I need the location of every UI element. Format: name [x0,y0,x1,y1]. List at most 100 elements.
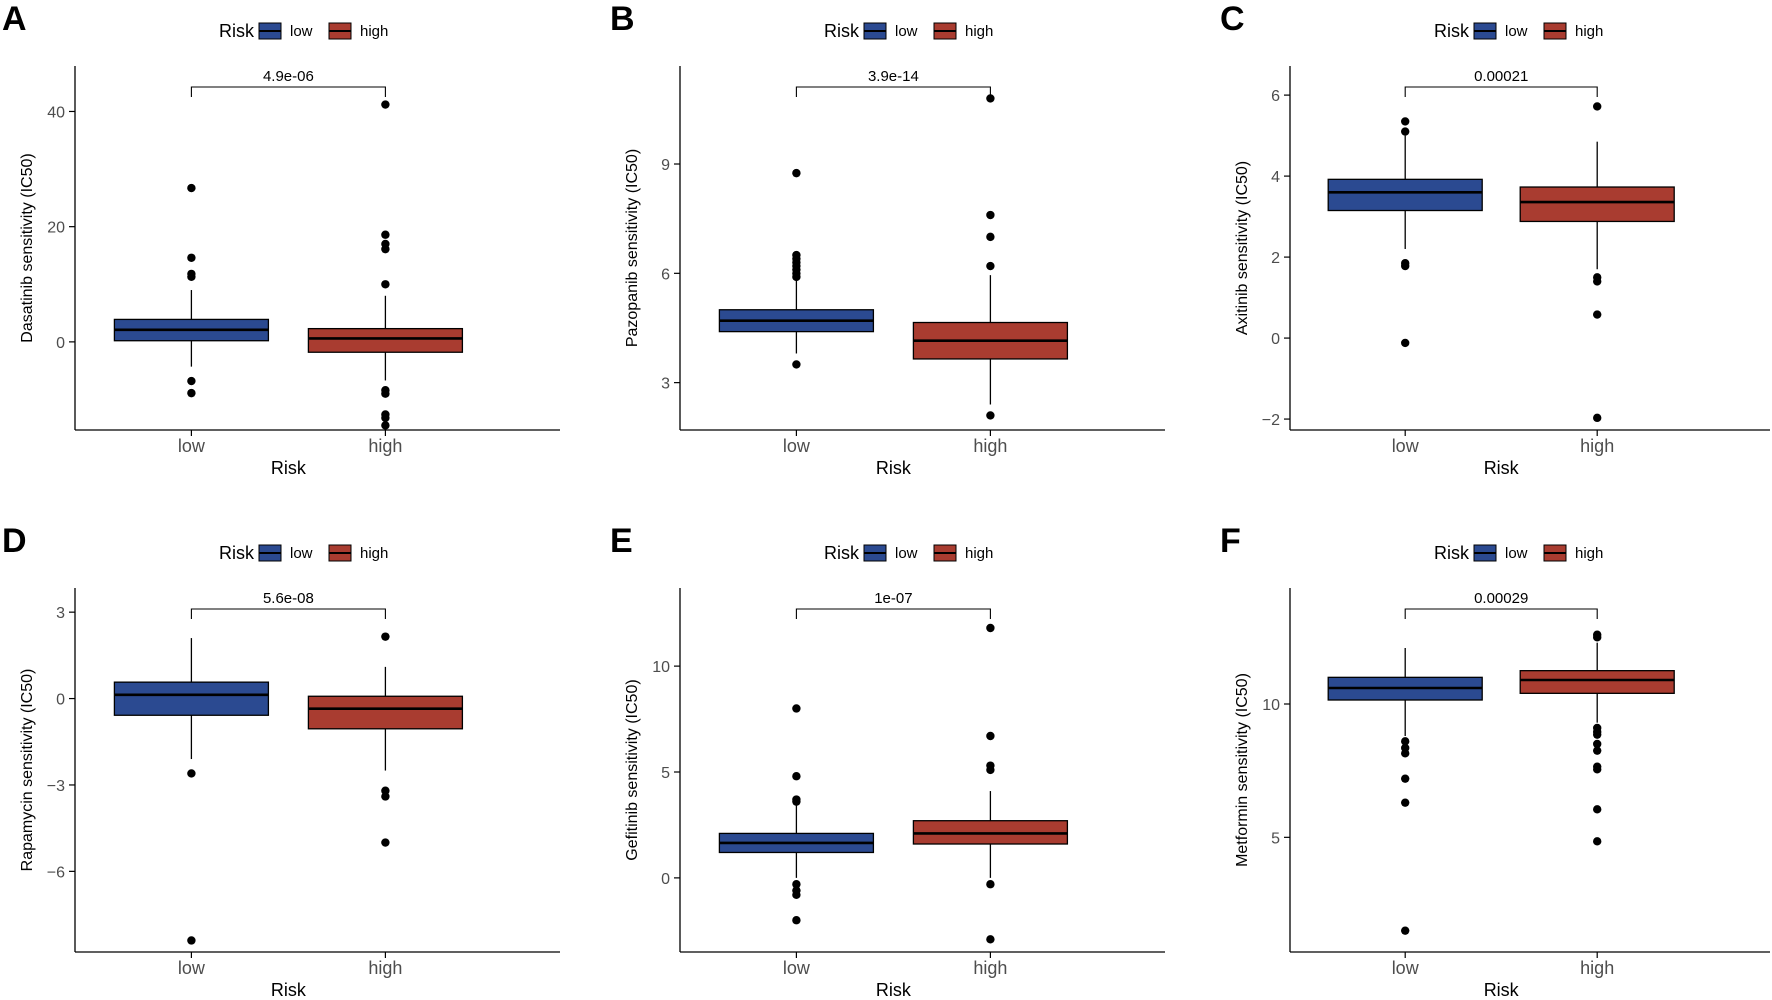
x-tick-label-high: high [368,958,402,978]
y-tick-label: −3 [47,778,65,795]
legend: Risk low high [824,21,993,41]
legend-label-low: low [895,545,918,562]
outlier-point [986,94,995,103]
legend-label-high: high [1575,23,1603,40]
panel-f: F Risk low high 5 10 Metformin sensitivity (IC… [1220,522,1770,1000]
panel-b: B Risk low high 3 6 9 Pazopanib sensitivity (IC… [610,0,1165,478]
panel-label: C [1220,0,1245,38]
outlier-point [1401,774,1410,783]
p-value-label: 3.9e-14 [868,68,919,85]
outlier-point [792,168,801,178]
iqr-box [113,681,270,716]
y-axis-title: Axitinib sensitivity (IC50) [1234,161,1251,335]
outlier-point [792,880,801,889]
outlier-point [986,261,995,271]
outlier-point [1593,765,1602,774]
iqr-box [307,327,464,353]
outlier-point [986,935,995,944]
x-tick-label-high: high [973,436,1007,456]
outlier-point [792,890,801,900]
box-low [718,168,875,369]
x-tick-label-low: low [783,958,811,978]
box-high [307,100,464,430]
y-axis-title: Metformin sensitivity (IC50) [1234,673,1251,867]
panel-label: F [1220,522,1241,560]
p-value-label: 4.9e-06 [263,68,314,85]
legend-label-low: low [1505,23,1528,40]
panel-d: D Risk low high −6 −3 0 3 Rapamycin sensitivity … [2,522,560,1000]
legend-label-low: low [290,545,313,562]
iqr-box [1327,178,1483,212]
legend-label-high: high [360,545,388,562]
outlier-point [1593,746,1602,755]
outlier-point [986,731,995,741]
box-high [1519,630,1675,846]
box-low [718,704,875,925]
significance-bracket [1404,86,1598,97]
panel-label: A [2,0,27,38]
y-tick-label: 6 [661,266,670,283]
outlier-point [1401,117,1410,126]
legend: Risk low high [1434,21,1603,41]
p-value-label: 1e-07 [874,590,912,607]
outlier-point [792,704,801,713]
significance-bracket [190,86,386,97]
outlier-point [792,797,801,806]
outlier-point [381,792,390,801]
significance-bracket [1404,608,1598,619]
iqr-box [1519,186,1675,223]
outlier-point [187,936,196,945]
iqr-box [307,695,464,730]
outlier-point [986,232,995,242]
outlier-point [381,389,390,398]
outlier-point [381,100,390,109]
y-tick-label: 4 [1271,169,1280,186]
box-high [1519,102,1675,423]
x-tick-label-low: low [783,436,811,456]
outlier-point [381,280,390,289]
outlier-point [381,413,390,423]
outlier-point [187,272,196,281]
x-axis-title: Risk [1484,980,1520,1000]
outlier-point [792,272,801,282]
y-tick-label: 3 [661,376,670,393]
x-tick-label-low: low [178,958,206,978]
p-value-label: 0.00029 [1474,590,1528,607]
y-tick-label: 40 [47,104,65,121]
box-high [307,632,464,847]
legend: Risk low high [219,543,388,563]
significance-bracket [795,608,991,619]
legend-title: Risk [824,21,860,41]
legend-title: Risk [219,21,255,41]
p-value-label: 5.6e-08 [263,590,314,607]
outlier-point [187,183,196,193]
panel-e: E Risk low high 0 5 10 Gefitinib sensitivity (I… [610,522,1165,1000]
y-tick-label: 10 [652,659,670,676]
x-tick-label-high: high [368,436,402,456]
outlier-point [986,210,995,220]
y-axis-title: Rapamycin sensitivity (IC50) [19,669,36,872]
outlier-point [1593,310,1602,319]
legend-title: Risk [1434,543,1470,563]
legend-title: Risk [219,543,255,563]
outlier-point [792,772,801,781]
legend: Risk low high [1434,543,1603,563]
significance-bracket [190,608,386,619]
outlier-point [381,838,390,847]
x-tick-label-high: high [973,958,1007,978]
legend-label-high: high [965,545,993,562]
outlier-point [1593,633,1602,642]
outlier-point [1401,798,1410,807]
panel-label: D [2,522,27,560]
panel-label: E [610,522,633,560]
x-tick-label-high: high [1580,958,1614,978]
outlier-point [1593,277,1602,286]
panel-c: C Risk low high −2 0 2 4 6 Axitinib sensitivity (… [1220,0,1770,478]
y-tick-label: 2 [1271,250,1280,267]
outlier-point [1401,127,1410,136]
y-tick-label: −6 [47,864,65,881]
outlier-point [986,765,995,775]
outlier-point [187,388,196,398]
outlier-point [1401,338,1410,348]
